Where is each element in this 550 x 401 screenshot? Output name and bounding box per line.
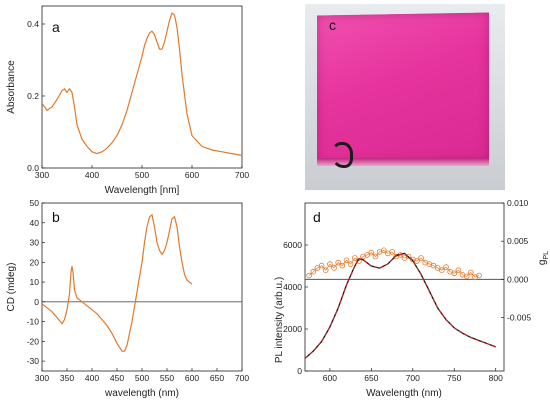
- panel-d-x-tick-label: 800: [489, 373, 503, 383]
- panel-d-x-axis-label: Wavelength (nm): [366, 388, 442, 399]
- panel-d-x-tick-label: 750: [447, 373, 461, 383]
- panel-d-gpl-point: [368, 249, 375, 256]
- panel-b-y-tick-label: -20: [27, 336, 40, 346]
- panel-d-gpl-point: [463, 273, 470, 280]
- panel-b-cd-chart: b 300 350 400 450 500 550 600 650 700 -30 -20 -10 0 1…: [6, 198, 249, 399]
- panel-a-x-tick-label: 500: [135, 170, 149, 180]
- panel-d-label: d: [313, 209, 321, 225]
- panel-b-y-tick-label: 50: [30, 198, 40, 208]
- panel-d-x-tick-label: 650: [364, 373, 378, 383]
- panel-d-gpl-point: [322, 267, 329, 274]
- marker-scribble: [331, 142, 353, 168]
- panel-d-right-axis-label-sub: PL: [543, 251, 550, 260]
- panel-a-y-axis-label: Absorbance: [6, 60, 17, 114]
- panel-d-x-tick-label: 600: [323, 373, 337, 383]
- panel-d-gpl-point: [343, 257, 350, 264]
- panel-a-x-tick-label: 700: [235, 170, 249, 180]
- panel-d-gpl-point: [438, 267, 445, 274]
- panel-d-gpl-point: [310, 268, 317, 275]
- panel-a-y-tick-label: 0.4: [27, 19, 39, 29]
- panel-d-gpl-point: [331, 265, 337, 271]
- panel-d-x-tick-label: 700: [406, 373, 420, 383]
- panel-b-x-tick-label: 350: [60, 373, 74, 383]
- panel-b-x-axis-label: wavelength (nm): [104, 388, 179, 399]
- panel-b-x-tick-label: 500: [135, 373, 149, 383]
- panel-a-x-axis-label: Wavelength [nm]: [105, 185, 180, 196]
- panel-b-y-tick-label: 0: [34, 297, 39, 307]
- panel-d-y-tick-label: 4000: [283, 282, 302, 292]
- panel-d-gpl-series: [308, 249, 480, 278]
- panel-d-gpl-point: [405, 253, 412, 260]
- panel-a-label: a: [52, 19, 60, 35]
- panel-c-photo: [305, 4, 505, 190]
- panel-d-gpl-point: [327, 261, 333, 267]
- panel-d-gpl-point: [455, 267, 462, 274]
- panel-a-y-tick-label: 0.2: [27, 91, 39, 101]
- panel-b-y-tick-label: -30: [27, 356, 40, 366]
- panel-d-gpl-point: [364, 252, 371, 258]
- film-edge: [317, 158, 489, 166]
- panel-d-gpl-point: [380, 247, 387, 254]
- panel-d-gpl-point: [451, 270, 458, 277]
- panel-d-frame: [304, 202, 505, 372]
- panel-d-right-tick-label: 0.005: [507, 236, 529, 246]
- panel-d-gpl-point: [414, 258, 420, 264]
- panel-d-y-tick-label: 6000: [283, 240, 302, 250]
- panel-d-pl-fit-series: [304, 252, 496, 359]
- panel-a-x-tick-label: 300: [35, 170, 49, 180]
- panel-d-right-axis-label-main: g: [537, 260, 548, 266]
- panel-a-x-tick-label: 400: [85, 170, 99, 180]
- panel-d-gpl-point: [467, 269, 474, 276]
- panel-d-right-axis-label: gPL: [537, 251, 550, 265]
- panel-a-x-tick-label: 600: [185, 170, 199, 180]
- panel-d-gpl-point: [443, 264, 449, 270]
- panel-d-y-axis-label: PL intensity (arb.u.): [274, 277, 285, 363]
- panel-b-x-tick-label: 700: [235, 373, 249, 383]
- panel-a-frame: [41, 5, 243, 169]
- panel-b-y-tick-label: 20: [30, 257, 40, 267]
- panel-b-x-tick-label: 650: [210, 373, 224, 383]
- panel-d-right-tick-label: -0.005: [507, 313, 531, 323]
- panel-d-gpl-point: [389, 249, 395, 255]
- panel-b-x-tick-label: 550: [160, 373, 174, 383]
- panel-b-y-tick-label: 40: [30, 218, 40, 228]
- panel-a-y-tick-label: 0.0: [27, 163, 39, 173]
- panel-d-pl-series: [304, 252, 496, 359]
- panel-d-y-tick-label: 0: [297, 366, 302, 376]
- panel-d-gpl-point: [314, 265, 321, 271]
- panel-b-y-tick-label: 30: [30, 238, 40, 248]
- panel-d-gpl-point: [434, 265, 441, 271]
- panel-b-x-tick-label: 450: [110, 373, 124, 383]
- panel-d-gpl-point: [476, 272, 482, 279]
- pink-film-sample: [317, 12, 489, 164]
- panel-b-frame: [41, 202, 243, 372]
- panel-d-gpl-point: [306, 272, 312, 279]
- panel-d-gpl-point: [347, 261, 354, 267]
- panel-b-x-tick-label: 400: [85, 373, 99, 383]
- panel-d-gpl-point: [351, 255, 358, 261]
- panel-b-x-tick-label: 300: [35, 373, 49, 383]
- panel-b-y-axis-label: CD (mdeg): [6, 263, 17, 312]
- panel-d-gpl-point: [430, 262, 437, 269]
- panel-b-label: b: [52, 209, 60, 225]
- panel-c-label: c: [329, 17, 336, 33]
- panel-d-gpl-point: [339, 262, 346, 269]
- panel-d-gpl-point: [318, 262, 325, 269]
- panel-d-right-tick-label: 0.010: [507, 198, 529, 208]
- panel-d-pl-chart: d 600 650 700 750 800 0 2000 4000 6000 -0.005 0.00…: [274, 198, 550, 399]
- panel-a-absorbance-chart: a 300 400 500 600 700 0.0 0.2 0.4 Wavelength [n…: [6, 5, 249, 196]
- panel-b-y-tick-label: 10: [30, 277, 40, 287]
- panel-a-absorbance-series: [41, 12, 243, 156]
- panel-b-x-tick-label: 600: [185, 373, 199, 383]
- panel-b-cd-series: [41, 213, 193, 352]
- panel-d-y-tick-label: 2000: [283, 324, 302, 334]
- panel-d-gpl-point: [418, 255, 424, 261]
- panel-b-y-tick-label: -10: [27, 317, 40, 327]
- panel-d-right-tick-label: 0.000: [507, 274, 529, 284]
- panel-d-gpl-point: [372, 253, 379, 260]
- panel-d-gpl-point: [335, 259, 342, 266]
